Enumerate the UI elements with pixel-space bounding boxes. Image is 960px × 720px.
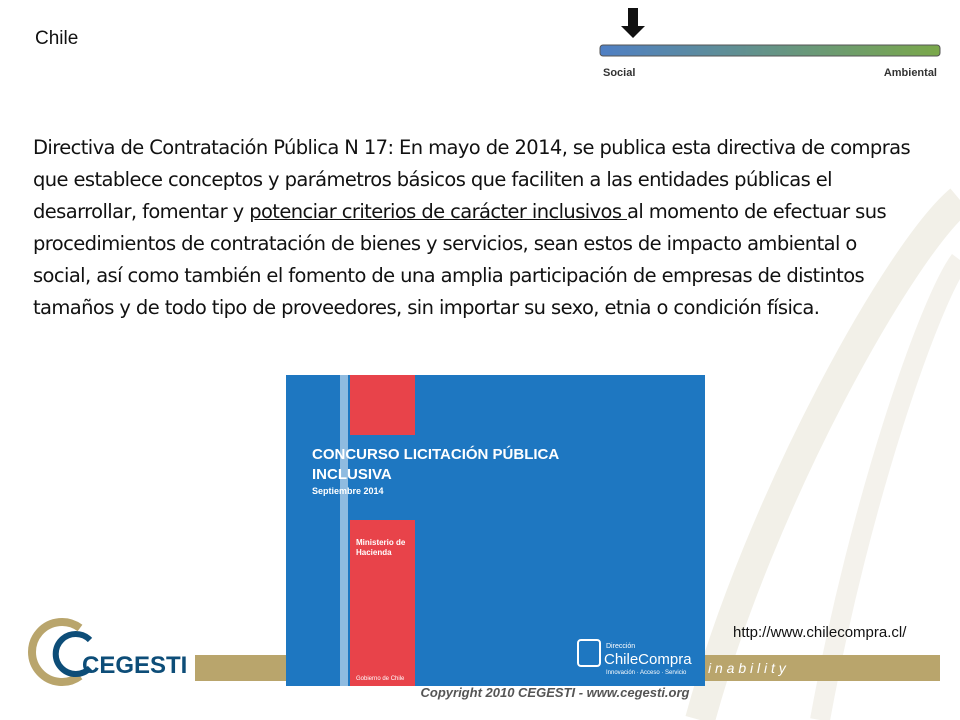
brand-icon xyxy=(577,639,601,667)
cover-red xyxy=(350,375,415,435)
logo-arc xyxy=(52,631,93,677)
cover-red xyxy=(350,520,415,686)
brand: ChileCompra xyxy=(604,651,692,668)
paragraph: Directiva de Contratación Pública N 17: … xyxy=(33,132,913,324)
cover-ministry: Hacienda xyxy=(356,548,392,557)
brand-tag: Innovación · Acceso · Servicio xyxy=(606,670,687,676)
tagline: i n a b i l i t y xyxy=(708,660,787,676)
scale-label: Ambiental xyxy=(884,67,937,79)
scale-bar xyxy=(599,44,941,57)
cover-title: CONCURSO LICITACIÓN PÚBLICA xyxy=(312,445,559,463)
arrow xyxy=(621,8,645,38)
logo-arc xyxy=(28,618,83,686)
logo-text: CEGESTI xyxy=(82,652,187,679)
source-link: http://www.chilecompra.cl/ xyxy=(733,624,907,641)
brand-top: Dirección xyxy=(606,643,635,650)
text: al momento de efectuar sus procedimiento… xyxy=(33,200,887,319)
bg-curve xyxy=(685,188,960,720)
bg-curve xyxy=(810,254,960,720)
title: Chile xyxy=(35,28,79,49)
text: Directiva de Contratación Pública N 17: … xyxy=(33,136,911,223)
scale-label: Social xyxy=(603,67,635,79)
copyright: Copyright 2010 CEGESTI - www.cegesti.org xyxy=(421,685,690,700)
cover-title: INCLUSIVA xyxy=(312,466,392,483)
cover xyxy=(286,375,705,686)
underlined-text: potenciar criterios de carácter inclusiv… xyxy=(249,200,627,223)
cover-stripe xyxy=(340,375,348,686)
cover-ministry: Ministerio de xyxy=(356,538,406,547)
cover-gov: Gobierno de Chile xyxy=(356,676,405,682)
cover-date: Septiembre 2014 xyxy=(312,486,384,496)
